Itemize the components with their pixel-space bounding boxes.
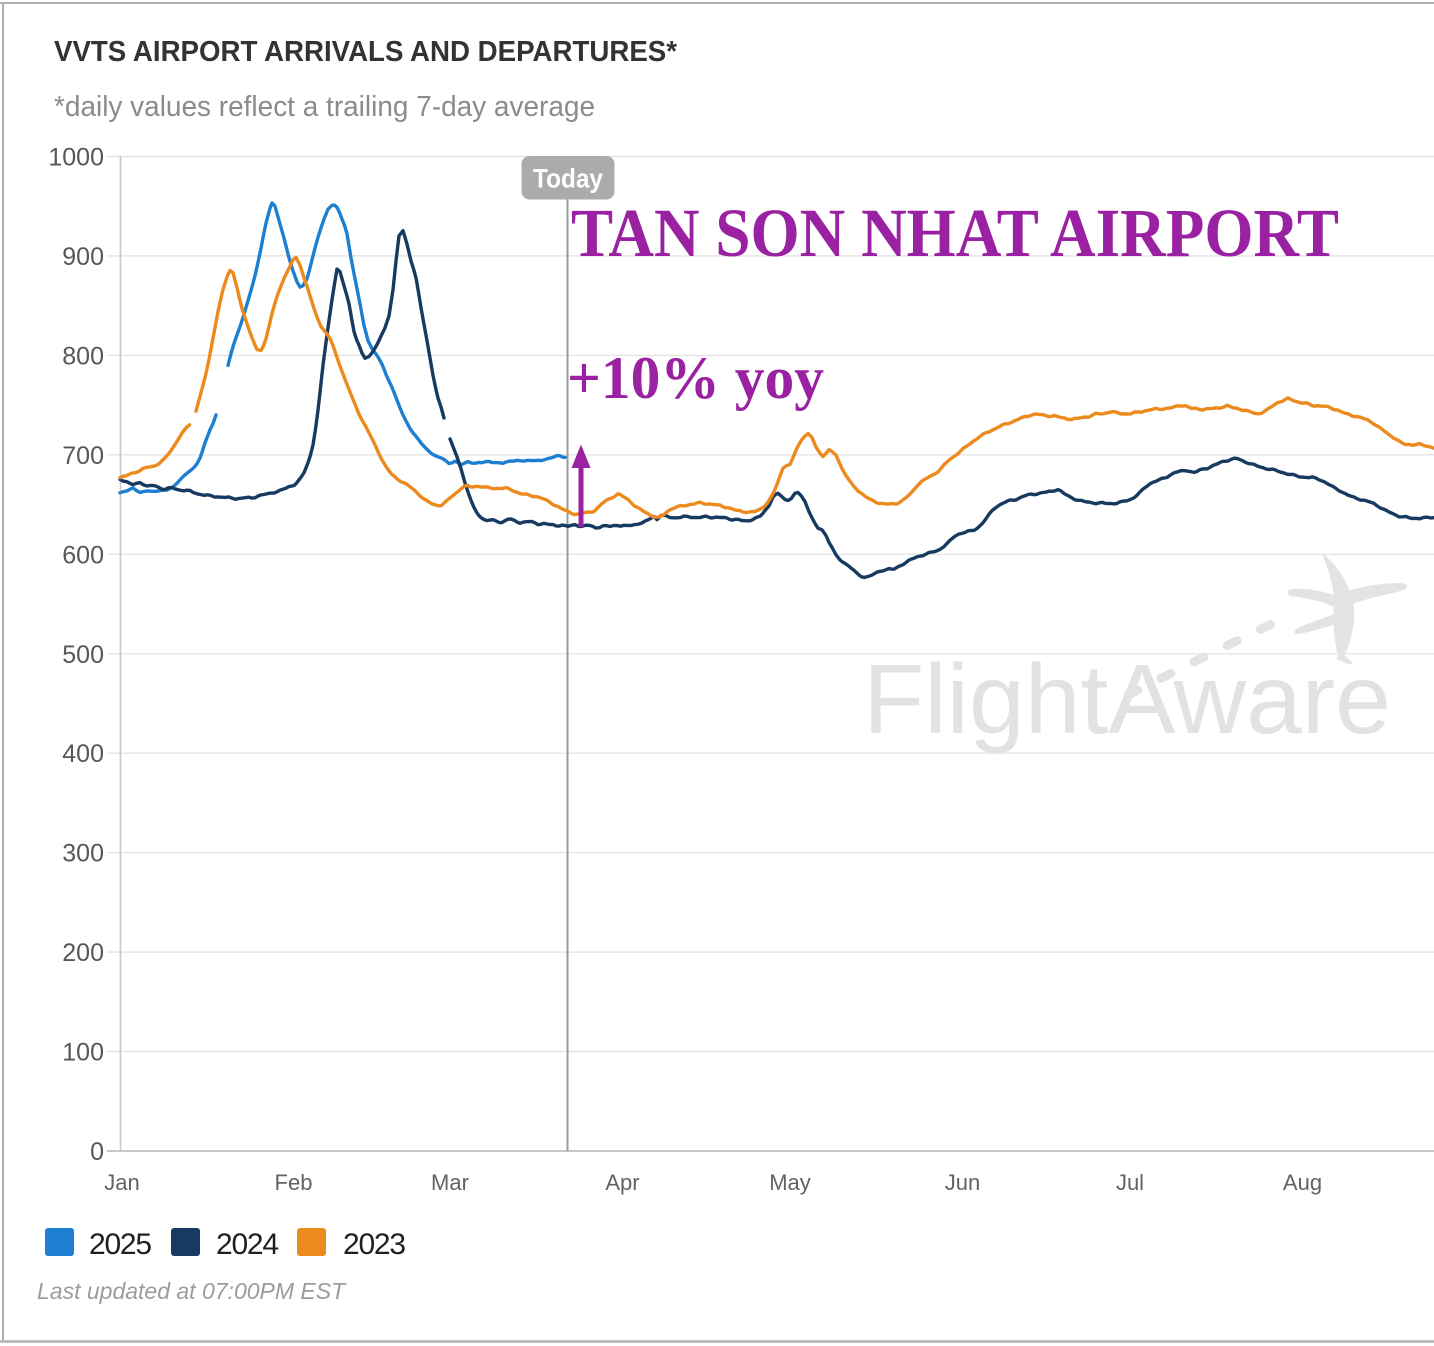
svg-text:Aug: Aug xyxy=(1283,1170,1322,1195)
svg-text:Last updated at 07:00PM EST: Last updated at 07:00PM EST xyxy=(37,1278,347,1304)
svg-text:800: 800 xyxy=(62,342,104,370)
svg-text:500: 500 xyxy=(62,641,104,669)
svg-text:900: 900 xyxy=(62,243,104,271)
svg-text:0: 0 xyxy=(90,1138,104,1166)
svg-text:2025: 2025 xyxy=(89,1228,152,1261)
svg-text:TAN SON NHAT AIRPORT: TAN SON NHAT AIRPORT xyxy=(571,195,1339,271)
svg-text:400: 400 xyxy=(62,740,104,768)
svg-text:100: 100 xyxy=(62,1039,104,1067)
svg-text:2023: 2023 xyxy=(343,1228,406,1261)
svg-text:300: 300 xyxy=(62,840,104,868)
svg-text:VVTS AIRPORT ARRIVALS AND DEPA: VVTS AIRPORT ARRIVALS AND DEPARTURES* xyxy=(54,36,678,68)
svg-text:+10% yoy: +10% yoy xyxy=(567,345,824,411)
svg-text:Mar: Mar xyxy=(431,1170,469,1195)
svg-text:600: 600 xyxy=(62,541,104,569)
svg-text:2024: 2024 xyxy=(216,1228,279,1261)
svg-text:Apr: Apr xyxy=(605,1170,639,1195)
svg-text:Feb: Feb xyxy=(275,1170,313,1195)
svg-text:Jul: Jul xyxy=(1116,1170,1144,1195)
svg-text:*daily values reflect a traili: *daily values reflect a trailing 7-day a… xyxy=(54,91,595,123)
svg-text:1000: 1000 xyxy=(48,144,104,172)
svg-text:Jun: Jun xyxy=(945,1170,980,1195)
svg-text:200: 200 xyxy=(62,939,104,967)
svg-text:Jan: Jan xyxy=(104,1170,139,1195)
svg-text:700: 700 xyxy=(62,442,104,470)
svg-text:May: May xyxy=(769,1170,811,1195)
svg-text:Today: Today xyxy=(533,164,603,194)
